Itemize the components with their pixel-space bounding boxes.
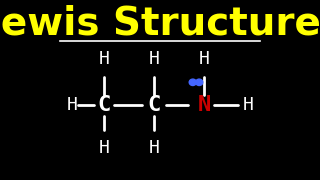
Text: H: H [148,50,159,68]
Text: H: H [199,50,209,68]
Text: H: H [148,139,159,157]
Text: Lewis Structures: Lewis Structures [0,5,320,43]
Text: H: H [243,96,253,114]
Text: H: H [99,139,109,157]
Text: C: C [97,95,111,115]
Circle shape [196,79,203,85]
Text: C: C [147,95,161,115]
Text: H: H [99,50,109,68]
Circle shape [189,79,196,85]
Text: H: H [67,96,77,114]
Text: N: N [197,95,211,115]
